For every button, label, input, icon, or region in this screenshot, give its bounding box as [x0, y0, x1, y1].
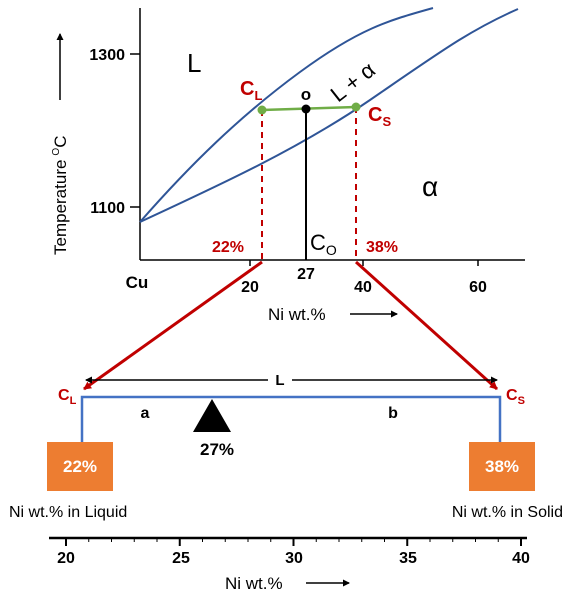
y-axis-label: TemperatureOC	[51, 136, 70, 256]
y-tick-1300: 1300	[89, 47, 125, 64]
cs-projection-arrow	[354, 260, 499, 391]
phase-diagram: 1300 1100 Cu 20 27 40 60 Ni wt.% Tempera…	[51, 7, 525, 391]
cs-value-label: 38%	[366, 239, 398, 256]
liquid-caption: Ni wt.% in Liquid	[9, 504, 127, 521]
overall-point	[301, 104, 311, 114]
x-tick-20: 20	[241, 279, 259, 296]
solid-composition-value: 38%	[485, 457, 519, 476]
x-tick-60: 60	[469, 279, 487, 296]
region-solid-label: α	[422, 171, 438, 202]
lever-rule: L CL CS a b 27% 22% 38% Ni wt.% in Liqui…	[9, 372, 563, 521]
y-tick-1100: 1100	[90, 200, 125, 217]
lever-cl-label: CL	[58, 387, 77, 407]
fulcrum-triangle	[193, 399, 231, 432]
cl-point	[257, 105, 267, 115]
scale-tick-25: 25	[172, 550, 190, 567]
x-origin-label: Cu	[126, 273, 149, 292]
liquid-composition-box	[47, 442, 113, 491]
region-liquid-label: L	[187, 48, 201, 78]
fulcrum-value: 27%	[200, 440, 234, 459]
x-tick-27: 27	[297, 266, 315, 283]
solidus-curve	[139, 8, 519, 223]
x-axis-label: Ni wt.%	[268, 305, 326, 324]
length-label: L	[275, 372, 284, 389]
cs-label: CS	[368, 104, 391, 129]
lever-beam	[80, 395, 502, 442]
cl-projection-arrow	[83, 260, 263, 391]
liquidus-curve	[139, 7, 434, 223]
overall-point-label: o	[301, 85, 311, 104]
scale-tick-20: 20	[57, 550, 75, 567]
y-axis-label-group: TemperatureOC	[51, 136, 70, 256]
scale-label: Ni wt.%	[225, 574, 283, 593]
cl-value-label: 22%	[212, 239, 244, 256]
segment-a-label: a	[141, 405, 150, 422]
composition-scale: 20 25 30 35 40 Ni wt.%	[49, 536, 530, 593]
cl-label: CL	[240, 78, 262, 103]
solid-caption: Ni wt.% in Solid	[452, 504, 563, 521]
co-label: CO	[310, 230, 337, 258]
scale-tick-40: 40	[512, 550, 530, 567]
cs-point	[351, 102, 361, 112]
scale-tick-30: 30	[285, 550, 303, 567]
scale-tick-35: 35	[399, 550, 417, 567]
segment-b-label: b	[388, 405, 398, 422]
liquid-composition-value: 22%	[63, 457, 97, 476]
solid-composition-box	[469, 442, 535, 491]
lever-cs-label: CS	[506, 387, 525, 407]
x-tick-40: 40	[354, 279, 372, 296]
